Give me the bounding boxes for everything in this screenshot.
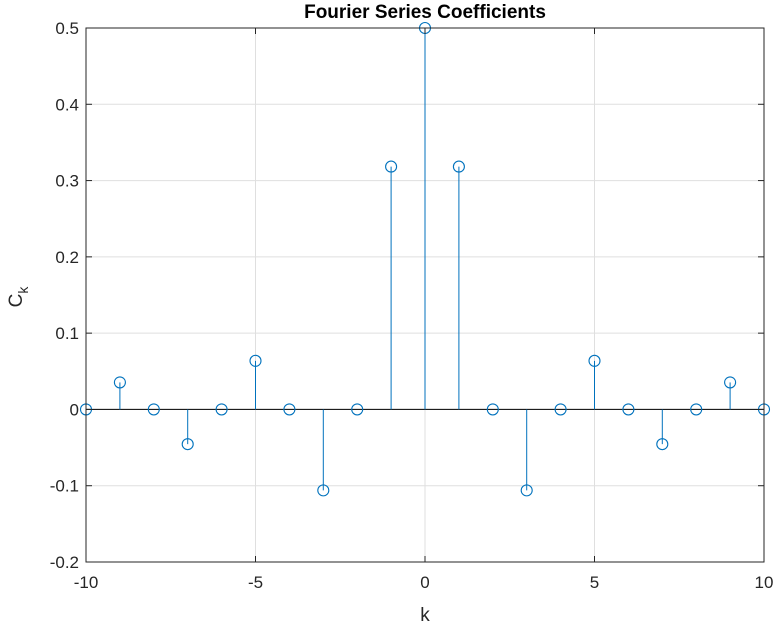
- stem-point: [690, 403, 703, 416]
- stem-marker: [520, 484, 533, 497]
- stem-point: [588, 354, 601, 410]
- y-tick-label: -0.2: [50, 553, 79, 572]
- stem-marker: [215, 403, 228, 416]
- y-tick-label: 0.3: [55, 172, 79, 191]
- y-tick-labels: -0.2 -0.1 0 0.1 0.2 0.3 0.4 0.5: [50, 19, 79, 572]
- stem-point: [317, 409, 330, 497]
- stem-marker: [351, 403, 364, 416]
- x-tick-label: 5: [590, 573, 599, 592]
- y-axis-label-main: C: [6, 294, 27, 308]
- stem-point: [520, 409, 533, 497]
- stem-marker: [249, 354, 262, 367]
- stem-point: [181, 409, 194, 451]
- stem-marker: [452, 160, 465, 173]
- stem-marker: [690, 403, 703, 416]
- x-tick-labels: -10 -5 0 5 10: [74, 573, 774, 592]
- stem-point: [113, 376, 126, 410]
- stem-point: [283, 403, 296, 416]
- y-tick-label: -0.1: [50, 477, 79, 496]
- stem-marker: [181, 438, 194, 451]
- stem-marker: [554, 403, 567, 416]
- stem-marker: [486, 403, 499, 416]
- y-tick-label: 0.5: [55, 19, 79, 38]
- x-tick-label: 0: [420, 573, 429, 592]
- stem-marker: [113, 376, 126, 389]
- stem-point: [418, 21, 432, 410]
- x-tick-label: -5: [248, 573, 263, 592]
- y-tick-label: 0.4: [55, 95, 79, 114]
- axes-box: [85, 27, 765, 563]
- stem-point: [724, 376, 737, 410]
- y-tick-label: 0.2: [55, 248, 79, 267]
- stem-marker: [588, 354, 601, 367]
- x-tick-label: 10: [755, 573, 774, 592]
- stem-series: [79, 21, 771, 497]
- stem-point: [249, 354, 262, 410]
- stem-point: [452, 160, 465, 410]
- y-axis-label-subscript: k: [15, 286, 31, 294]
- y-tick-label: 0: [70, 400, 79, 419]
- stem-point: [656, 409, 669, 451]
- stem-point: [215, 403, 228, 416]
- stem-marker: [147, 403, 160, 416]
- stem-point: [486, 403, 499, 416]
- stem-point: [622, 403, 635, 416]
- x-tick-label: -10: [74, 573, 99, 592]
- stem-marker: [317, 484, 330, 497]
- y-tick-label: 0.1: [55, 324, 79, 343]
- stem-point: [351, 403, 364, 416]
- stem-point: [554, 403, 567, 416]
- stem-marker: [724, 376, 737, 389]
- x-axis-label: k: [420, 605, 430, 625]
- stem-marker: [283, 403, 296, 416]
- chart-title: Fourier Series Coefficients: [304, 2, 546, 23]
- stem-point: [147, 403, 160, 416]
- stem-point: [385, 160, 398, 410]
- stem-marker: [622, 403, 635, 416]
- stem-marker: [656, 438, 669, 451]
- stem-marker: [385, 160, 398, 173]
- y-axis-label: Ck: [6, 286, 31, 308]
